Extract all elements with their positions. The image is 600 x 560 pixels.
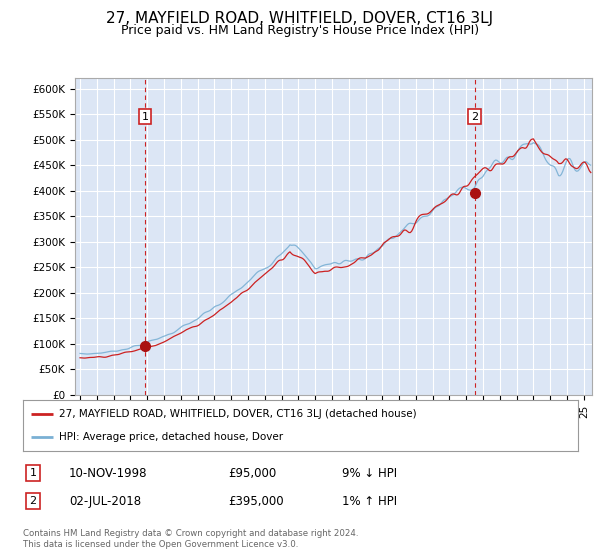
Text: 1: 1 <box>142 111 148 122</box>
Text: 1: 1 <box>29 468 37 478</box>
Text: 10-NOV-1998: 10-NOV-1998 <box>69 466 148 480</box>
Text: £395,000: £395,000 <box>228 494 284 508</box>
Text: Contains HM Land Registry data © Crown copyright and database right 2024.
This d: Contains HM Land Registry data © Crown c… <box>23 529 358 549</box>
Text: £95,000: £95,000 <box>228 466 276 480</box>
Text: 27, MAYFIELD ROAD, WHITFIELD, DOVER, CT16 3LJ: 27, MAYFIELD ROAD, WHITFIELD, DOVER, CT1… <box>106 11 494 26</box>
Text: 27, MAYFIELD ROAD, WHITFIELD, DOVER, CT16 3LJ (detached house): 27, MAYFIELD ROAD, WHITFIELD, DOVER, CT1… <box>59 409 416 419</box>
Text: 1% ↑ HPI: 1% ↑ HPI <box>342 494 397 508</box>
Text: 2: 2 <box>29 496 37 506</box>
Text: HPI: Average price, detached house, Dover: HPI: Average price, detached house, Dove… <box>59 432 283 442</box>
Text: 9% ↓ HPI: 9% ↓ HPI <box>342 466 397 480</box>
Text: Price paid vs. HM Land Registry's House Price Index (HPI): Price paid vs. HM Land Registry's House … <box>121 24 479 36</box>
Text: 2: 2 <box>471 111 478 122</box>
Text: 02-JUL-2018: 02-JUL-2018 <box>69 494 141 508</box>
